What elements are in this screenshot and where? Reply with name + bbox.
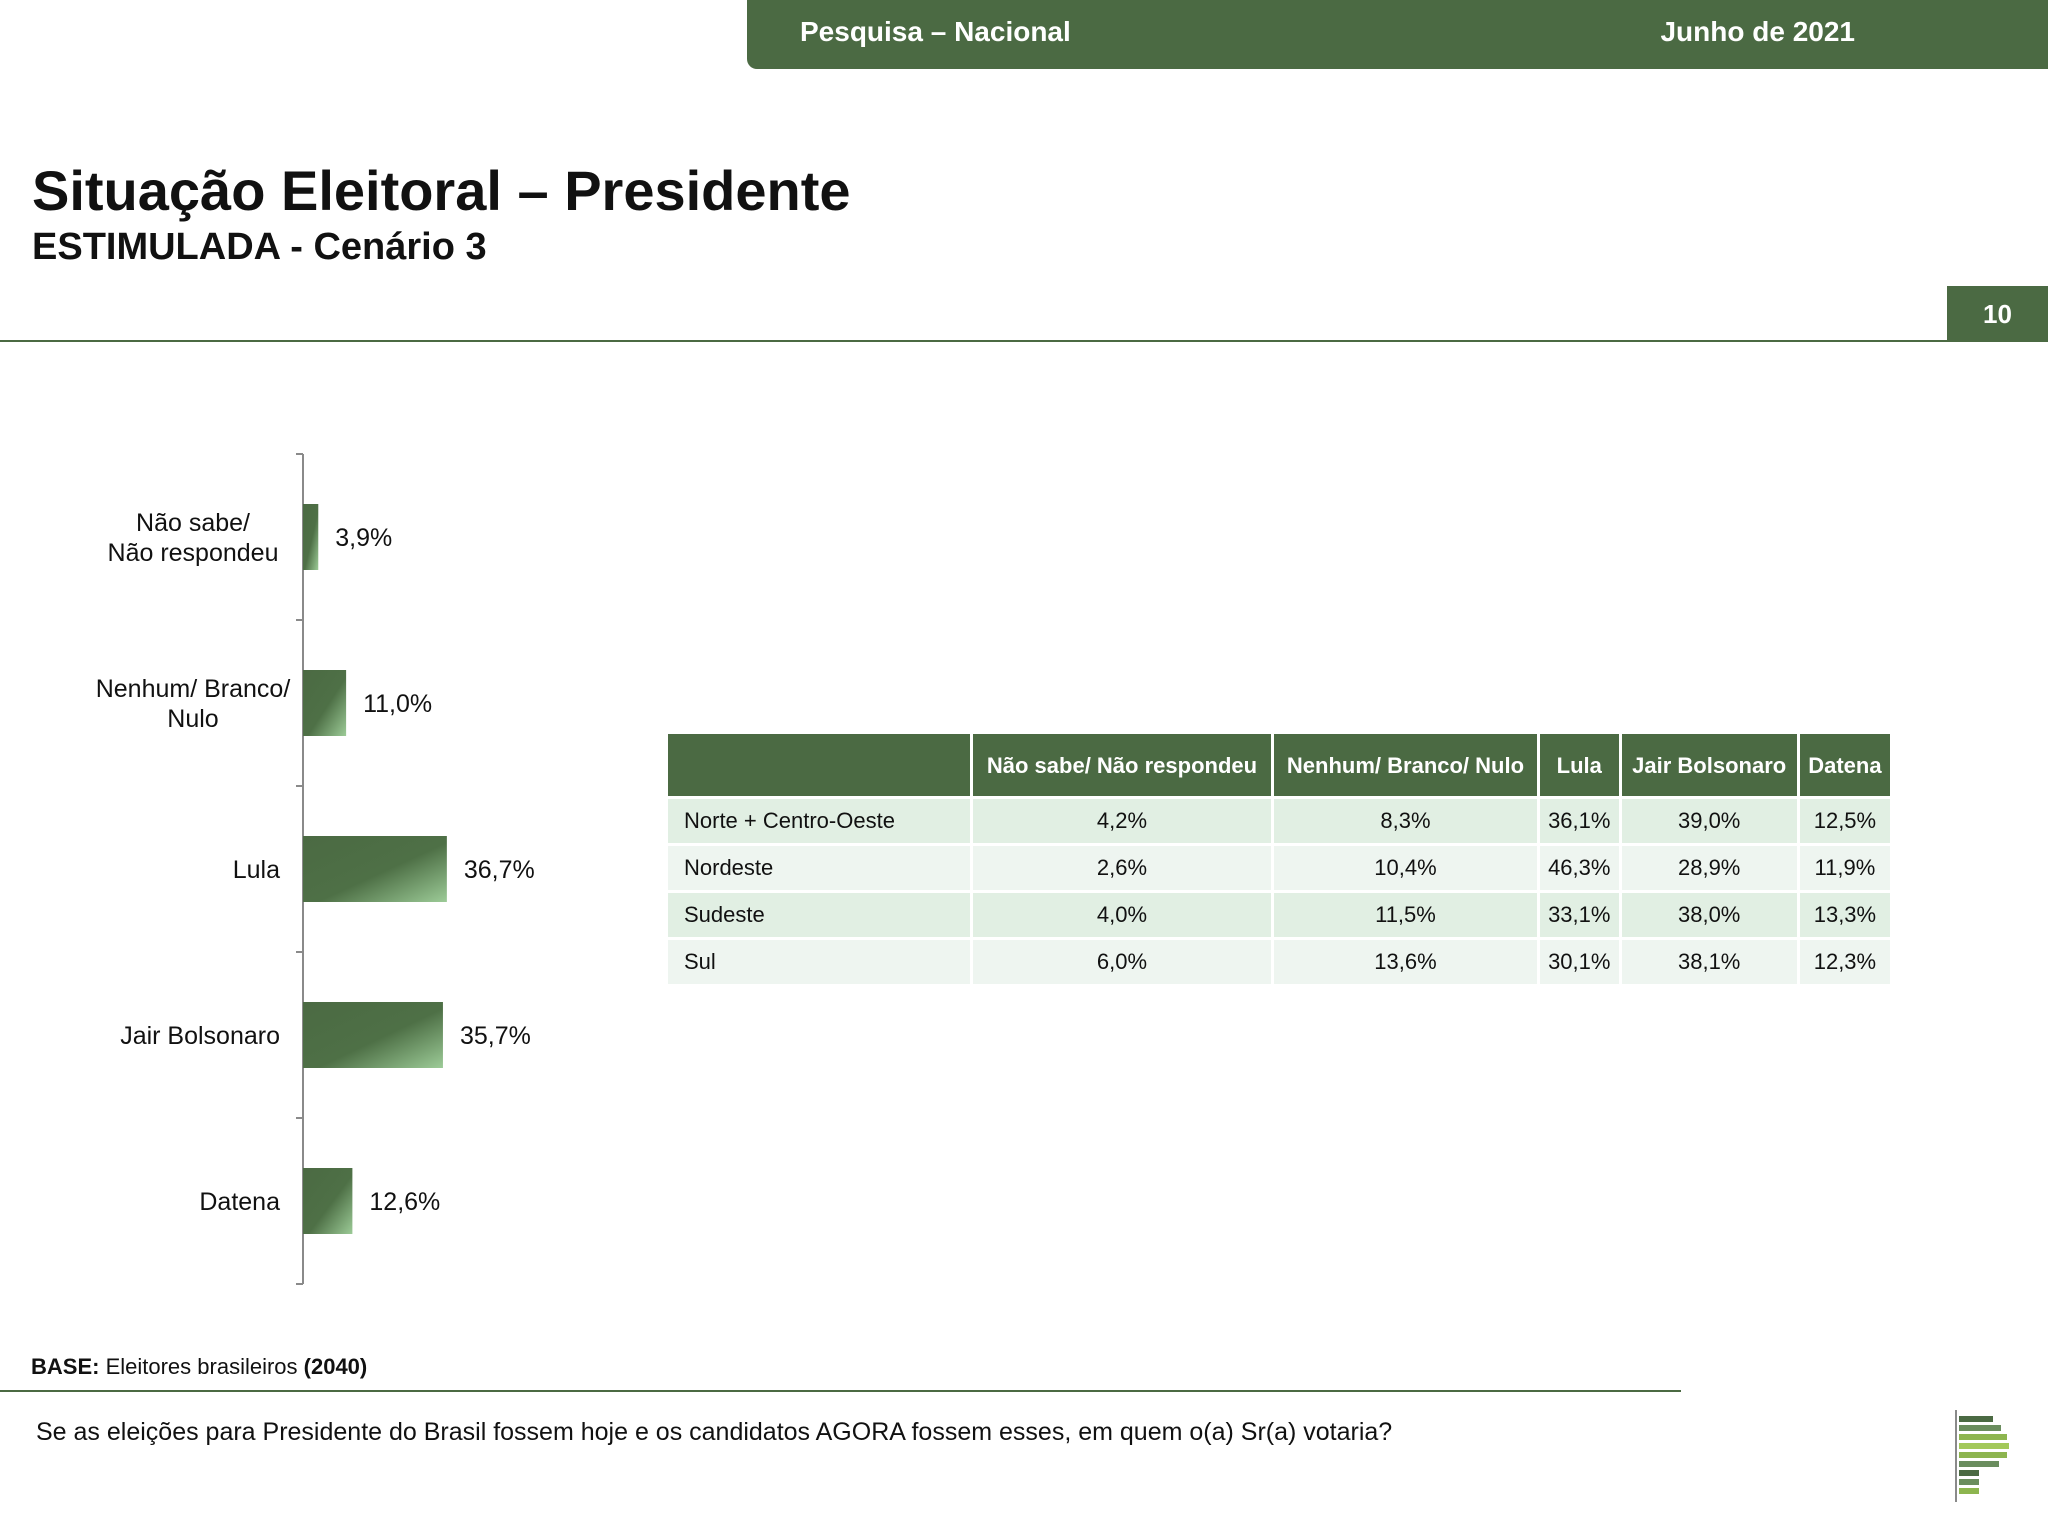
bar-chart: 3,9% Não sabe/Não respondeu 11,0% Nenhum/ B… — [96, 453, 535, 1285]
category-label: Jair Bolsonaro — [120, 1022, 280, 1050]
table-cell: 38,0% — [1621, 893, 1797, 937]
bar-value-label: 35,7% — [460, 1022, 531, 1050]
table-row: Sudeste 4,0% 11,5% 33,1% 38,0% 13,3% — [668, 893, 1890, 937]
table-cell: 4,2% — [973, 799, 1271, 843]
table-cell: 12,3% — [1799, 940, 1890, 984]
page-title: Situação Eleitoral – Presidente — [32, 159, 851, 222]
page-number: 10 — [1947, 286, 2048, 342]
region-name: Nordeste — [668, 846, 970, 890]
survey-label: Pesquisa – Nacional — [800, 16, 1071, 47]
table-row: Norte + Centro-Oeste 4,2% 8,3% 36,1% 39,… — [668, 799, 1890, 843]
column-header: Jair Bolsonaro — [1621, 734, 1797, 796]
table-cell: 46,3% — [1539, 846, 1619, 890]
category-label: Lula — [233, 856, 280, 884]
column-header: Datena — [1799, 734, 1890, 796]
page-subtitle: ESTIMULADA - Cenário 3 — [32, 226, 487, 268]
category-label: Nenhum/ Branco/Nulo — [96, 675, 291, 733]
footer-divider — [0, 1390, 1681, 1392]
survey-question: Se as eleições para Presidente do Brasil… — [36, 1418, 1393, 1446]
base-text: Eleitores brasileiros — [99, 1354, 304, 1379]
table-row: Sul 6,0% 13,6% 30,1% 38,1% 12,3% — [668, 940, 1890, 984]
table-header-row: Não sabe/ Não respondeu Nenhum/ Branco/ … — [668, 734, 1890, 796]
table-cell: 6,0% — [973, 940, 1271, 984]
region-name: Sul — [668, 940, 970, 984]
table-cell: 30,1% — [1539, 940, 1619, 984]
base-note: BASE: Eleitores brasileiros (2040) — [31, 1354, 367, 1380]
table-cell: 36,1% — [1539, 799, 1619, 843]
category-label: Não sabe/Não respondeu — [108, 509, 279, 567]
table-cell: 10,4% — [1273, 846, 1537, 890]
table-cell: 13,6% — [1273, 940, 1537, 984]
bar-value-label: 36,7% — [464, 856, 535, 884]
table-cell: 4,0% — [973, 893, 1271, 937]
header-bar: Pesquisa – Nacional Junho de 2021 — [747, 0, 2048, 69]
table-cell: 11,9% — [1799, 846, 1890, 890]
header-divider — [0, 340, 2048, 342]
bar — [303, 504, 319, 570]
category-label: Datena — [199, 1188, 280, 1216]
table-cell: 12,5% — [1799, 799, 1890, 843]
bar — [303, 836, 447, 902]
region-name: Sudeste — [668, 893, 970, 937]
column-header: Não sabe/ Não respondeu — [973, 734, 1271, 796]
bar — [303, 1168, 353, 1234]
bar-value-label: 11,0% — [363, 690, 432, 718]
bar — [303, 1002, 443, 1068]
table-cell: 2,6% — [973, 846, 1271, 890]
bar-value-label: 12,6% — [369, 1188, 440, 1216]
survey-date: Junho de 2021 — [1660, 16, 1855, 47]
table-cell: 8,3% — [1273, 799, 1537, 843]
bar-value-label: 3,9% — [335, 524, 392, 552]
bar — [303, 670, 347, 736]
base-count: (2040) — [303, 1354, 368, 1379]
brand-logo-icon — [1955, 1410, 2009, 1502]
table-row: Nordeste 2,6% 10,4% 46,3% 28,9% 11,9% — [668, 846, 1890, 890]
column-header: Nenhum/ Branco/ Nulo — [1273, 734, 1537, 796]
table-cell: 33,1% — [1539, 893, 1619, 937]
base-label: BASE: — [31, 1354, 100, 1379]
column-header — [668, 734, 970, 796]
table-cell: 13,3% — [1799, 893, 1890, 937]
table-cell: 11,5% — [1273, 893, 1537, 937]
column-header: Lula — [1539, 734, 1619, 796]
region-name: Norte + Centro-Oeste — [668, 799, 970, 843]
region-table: Não sabe/ Não respondeu Nenhum/ Branco/ … — [665, 731, 1893, 987]
table-cell: 39,0% — [1621, 799, 1797, 843]
table-cell: 28,9% — [1621, 846, 1797, 890]
table-cell: 38,1% — [1621, 940, 1797, 984]
